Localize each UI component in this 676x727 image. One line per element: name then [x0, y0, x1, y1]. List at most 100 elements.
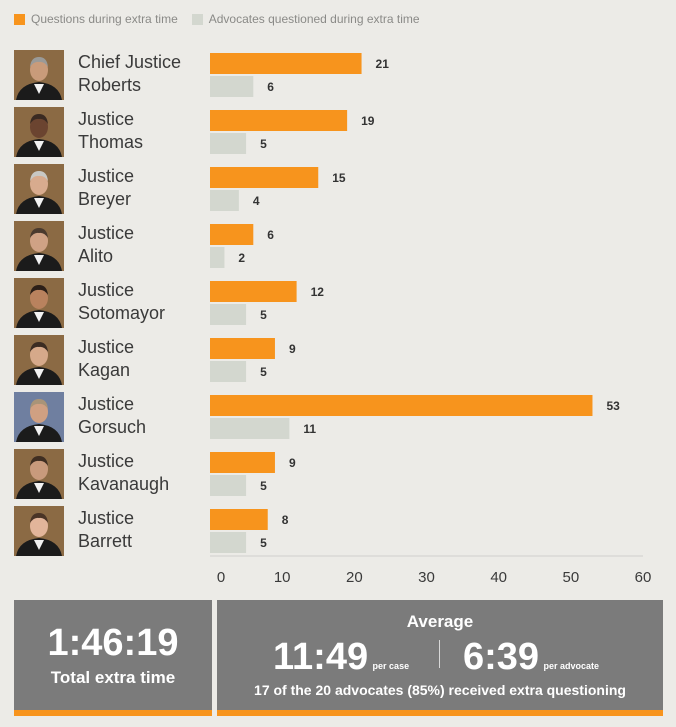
justice-name: Justice Breyer	[78, 165, 134, 211]
bar-advocates	[210, 76, 254, 97]
panel-accent-bar	[14, 710, 212, 716]
average-title: Average	[406, 612, 474, 631]
bar-questions	[210, 53, 362, 74]
justice-title: Justice	[78, 451, 135, 471]
justice-row: Chief Justice Roberts	[14, 50, 204, 100]
bar-advocates	[210, 361, 247, 382]
bar-advocates	[210, 304, 247, 325]
legend-swatch-advocates	[191, 13, 203, 25]
data-label-advocates: 5	[260, 365, 267, 379]
bar-questions	[210, 281, 297, 302]
data-label-advocates: 5	[260, 479, 267, 493]
data-label-advocates: 6	[267, 80, 274, 94]
per-advocate-value: 6:39	[463, 636, 540, 678]
per-case-stat: 11:49 per case	[273, 636, 409, 679]
total-extra-time-panel: 1:46:19 Total extra time	[14, 600, 212, 716]
bar-advocates	[210, 532, 247, 553]
legend-item-questions: Questions during extra time	[14, 12, 178, 26]
chart-legend: Questions during extra time Advocates qu…	[14, 12, 434, 26]
data-label-advocates: 5	[260, 137, 267, 151]
data-label-questions: 9	[289, 342, 296, 356]
justice-name: Justice Kagan	[78, 336, 134, 382]
data-label-questions: 9	[289, 456, 296, 470]
justice-row: Justice Breyer	[14, 164, 204, 214]
average-panel: Average 11:49 per case 6:39 per advocate…	[217, 600, 663, 716]
per-advocate-label: per advocate	[543, 661, 600, 671]
justice-portrait-icon	[14, 335, 64, 385]
per-case-label: per case	[372, 661, 410, 671]
justice-surname: Alito	[78, 246, 114, 266]
bar-advocates	[210, 190, 239, 211]
justice-name: Justice Alito	[78, 222, 134, 268]
justice-title: Justice	[78, 280, 135, 300]
data-label-advocates: 5	[260, 308, 267, 322]
legend-label-questions: Questions during extra time	[31, 12, 178, 26]
legend-label-advocates: Advocates questioned during extra time	[208, 12, 420, 26]
advocates-note: 17 of the 20 advocates (85%) received ex…	[254, 682, 626, 698]
total-extra-time-value: 1:46:19	[47, 622, 179, 664]
justice-row: Justice Alito	[14, 221, 204, 271]
bar-questions	[210, 452, 275, 473]
justice-row: Justice Thomas	[14, 107, 204, 157]
justice-surname: Kagan	[78, 360, 131, 380]
justice-title: Justice	[78, 394, 135, 414]
per-case-value: 11:49	[273, 636, 369, 678]
justice-portrait-icon	[14, 50, 64, 100]
justice-title: Justice	[78, 508, 135, 528]
data-label-questions: 53	[606, 399, 620, 413]
panel-accent-bar	[217, 710, 663, 716]
justice-portrait-icon	[14, 107, 64, 157]
x-tick-label: 30	[418, 569, 435, 586]
data-label-advocates: 4	[253, 194, 260, 208]
x-tick-label: 50	[562, 569, 579, 586]
justice-surname: Barrett	[78, 531, 133, 551]
justice-title: Chief Justice	[78, 52, 182, 72]
bar-questions	[210, 224, 254, 245]
justice-portrait-icon	[14, 278, 64, 328]
total-extra-time-label: Total extra time	[50, 668, 176, 687]
x-tick-label: 60	[635, 569, 652, 586]
data-label-questions: 8	[282, 513, 289, 527]
justice-row: Justice Sotomayor	[14, 278, 204, 328]
justice-row: Justice Gorsuch	[14, 392, 204, 442]
bar-advocates	[210, 247, 225, 268]
bar-advocates	[210, 133, 247, 154]
data-label-questions: 19	[361, 114, 375, 128]
data-label-advocates: 5	[260, 536, 267, 550]
bar-advocates	[210, 475, 247, 496]
justice-portrait-icon	[14, 392, 64, 442]
x-tick-label: 40	[490, 569, 507, 586]
justice-surname: Gorsuch	[78, 417, 147, 437]
stat-divider	[439, 640, 440, 668]
legend-swatch-questions	[14, 13, 25, 25]
justice-title: Justice	[78, 109, 135, 129]
x-tick-label: 10	[274, 569, 291, 586]
data-label-advocates: 11	[303, 422, 316, 436]
justice-name: Justice Barrett	[78, 507, 134, 553]
justice-surname: Thomas	[78, 132, 144, 152]
justice-surname: Roberts	[78, 75, 142, 95]
justice-surname: Breyer	[78, 189, 132, 209]
justice-portrait-icon	[14, 449, 64, 499]
data-label-questions: 15	[332, 171, 346, 185]
justice-portrait-icon	[14, 506, 64, 556]
justice-portrait-icon	[14, 221, 64, 271]
justice-name: Justice Thomas	[78, 108, 143, 154]
data-label-questions: 6	[267, 228, 274, 242]
data-label-questions: 12	[311, 285, 325, 299]
justice-surname: Sotomayor	[78, 303, 166, 323]
justice-title: Justice	[78, 166, 135, 186]
justice-title: Justice	[78, 337, 135, 357]
data-label-questions: 21	[376, 57, 390, 71]
bar-advocates	[210, 418, 290, 439]
justice-name: Justice Gorsuch	[78, 393, 146, 439]
data-label-advocates: 2	[238, 251, 245, 265]
x-tick-label: 0	[217, 569, 225, 586]
bar-questions	[210, 395, 593, 416]
justice-name: Justice Sotomayor	[78, 279, 165, 325]
justice-name: Justice Kavanaugh	[78, 450, 169, 496]
justice-row: Justice Kavanaugh	[14, 449, 204, 499]
per-advocate-stat: 6:39 per advocate	[463, 636, 599, 679]
justice-surname: Kavanaugh	[78, 474, 170, 494]
